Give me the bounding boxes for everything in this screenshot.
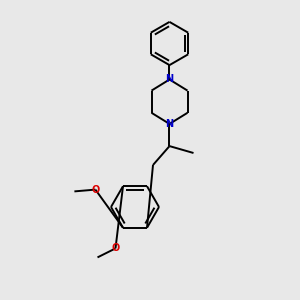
Text: N: N [165,119,174,129]
Text: O: O [111,243,120,254]
Text: O: O [91,184,100,195]
Text: N: N [165,74,174,85]
